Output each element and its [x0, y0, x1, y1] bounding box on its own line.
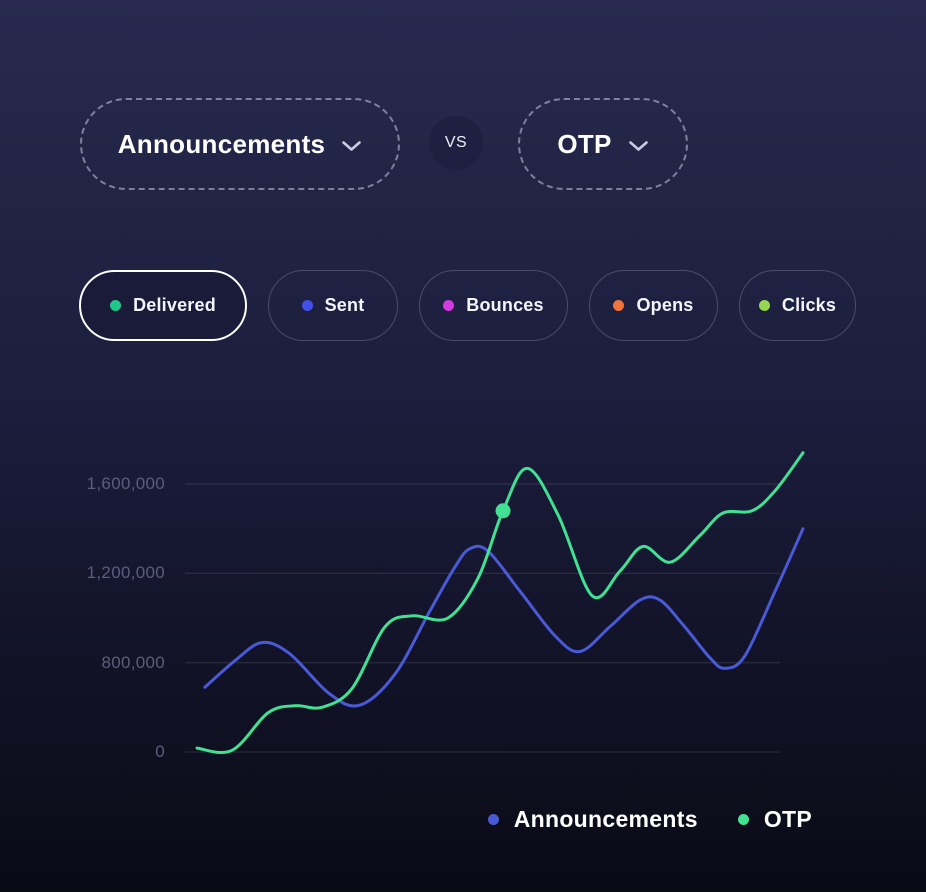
filter-pill-label: Bounces	[466, 295, 544, 315]
compare-dropdown-label: Announcements	[117, 128, 326, 159]
y-axis-tick-label: 1,200,000	[86, 563, 165, 583]
metric-filter-row: Delivered Sent Bounces Opens Clicks	[79, 270, 856, 341]
otp-dot-icon	[737, 814, 749, 825]
filter-pill-label: Sent	[324, 295, 365, 315]
legend-label: OTP	[763, 806, 812, 832]
series-line-otp	[195, 451, 805, 755]
y-axis-tick-label: 0	[155, 742, 165, 761]
compare-dropdown-otp[interactable]: OTP	[518, 98, 688, 190]
chart-legend: Announcements OTP	[487, 806, 812, 833]
data-point-marker	[495, 503, 511, 519]
filter-pill-delivered[interactable]: Delivered	[79, 270, 247, 341]
clicks-dot-icon	[758, 300, 770, 311]
filter-pill-bounces[interactable]: Bounces	[419, 270, 568, 341]
filter-pill-clicks[interactable]: Clicks	[739, 270, 856, 341]
chevron-down-icon	[628, 140, 649, 152]
filter-pill-opens[interactable]: Opens	[589, 270, 718, 341]
y-axis-tick-label: 1,600,000	[86, 474, 165, 493]
compare-dropdown-announcements[interactable]: Announcements	[80, 98, 400, 190]
filter-pill-sent[interactable]: Sent	[268, 270, 398, 341]
compare-row: Announcements VS OTP	[0, 98, 926, 190]
delivered-dot-icon	[110, 300, 122, 311]
y-axis-tick-label: 800,000	[101, 652, 165, 672]
sent-dot-icon	[301, 300, 313, 311]
announcements-dot-icon	[487, 814, 499, 825]
legend-label: Announcements	[513, 806, 698, 832]
filter-pill-label: Opens	[636, 295, 694, 315]
filter-pill-label: Delivered	[133, 295, 216, 315]
legend-item-announcements: Announcements	[487, 806, 698, 833]
vs-badge: VS	[429, 116, 483, 170]
bounces-dot-icon	[443, 300, 455, 311]
chevron-down-icon	[341, 140, 362, 152]
legend-item-otp: OTP	[737, 806, 812, 833]
filter-pill-label: Clicks	[781, 295, 837, 315]
opens-dot-icon	[613, 300, 625, 311]
compare-dropdown-label: OTP	[557, 128, 612, 159]
series-line-announcements	[203, 527, 805, 708]
vs-label: VS	[444, 134, 468, 151]
